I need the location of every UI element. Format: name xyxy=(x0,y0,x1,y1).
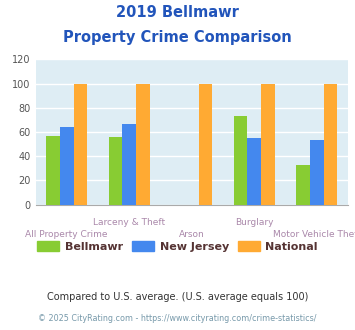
Text: Motor Vehicle Theft: Motor Vehicle Theft xyxy=(273,230,355,239)
Text: Larceny & Theft: Larceny & Theft xyxy=(93,218,165,227)
Legend: Bellmawr, New Jersey, National: Bellmawr, New Jersey, National xyxy=(33,237,322,256)
Bar xyxy=(310,141,323,205)
Bar xyxy=(198,83,212,205)
Bar xyxy=(323,83,337,205)
Text: 2019 Bellmawr: 2019 Bellmawr xyxy=(116,5,239,20)
Bar xyxy=(46,136,60,205)
Bar xyxy=(247,138,261,205)
Bar xyxy=(234,116,247,205)
Bar xyxy=(261,83,275,205)
Text: Burglary: Burglary xyxy=(235,218,273,227)
Text: Arson: Arson xyxy=(179,230,204,239)
Bar xyxy=(109,137,122,205)
Bar xyxy=(136,83,150,205)
Bar xyxy=(122,123,136,205)
Text: Compared to U.S. average. (U.S. average equals 100): Compared to U.S. average. (U.S. average … xyxy=(47,292,308,302)
Text: All Property Crime: All Property Crime xyxy=(26,230,108,239)
Bar xyxy=(60,127,73,205)
Bar xyxy=(296,165,310,205)
Bar xyxy=(73,83,87,205)
Text: © 2025 CityRating.com - https://www.cityrating.com/crime-statistics/: © 2025 CityRating.com - https://www.city… xyxy=(38,314,317,323)
Text: Property Crime Comparison: Property Crime Comparison xyxy=(63,30,292,45)
